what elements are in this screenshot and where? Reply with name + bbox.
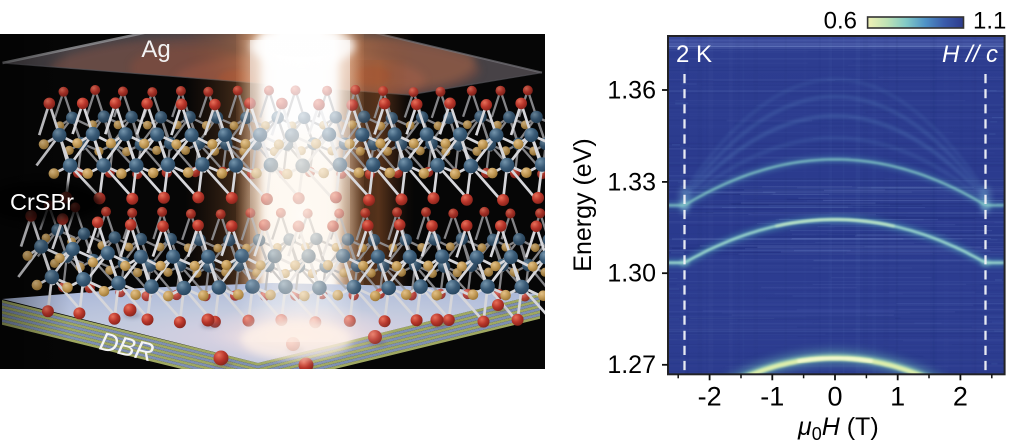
- svg-text:Ag: Ag: [141, 36, 170, 63]
- svg-text:-1: -1: [760, 381, 784, 411]
- svg-text:Energy (eV): Energy (eV): [569, 138, 597, 271]
- svg-text:1: 1: [890, 381, 905, 411]
- svg-text:1.1: 1.1: [973, 8, 1006, 35]
- svg-text:1.30: 1.30: [607, 260, 656, 288]
- svg-text:1.27: 1.27: [607, 351, 656, 379]
- svg-text:-2: -2: [698, 381, 722, 411]
- svg-text:μ0H (T): μ0H (T): [797, 413, 879, 444]
- svg-text:1.33: 1.33: [607, 168, 656, 196]
- svg-text:0.6: 0.6: [824, 8, 857, 35]
- svg-text:CrSBr: CrSBr: [10, 189, 74, 215]
- svg-text:0: 0: [827, 381, 842, 411]
- svg-text:2: 2: [953, 381, 968, 411]
- svg-text:H // c: H // c: [942, 41, 998, 68]
- svg-text:2 K: 2 K: [676, 41, 712, 68]
- svg-text:1.36: 1.36: [607, 76, 656, 104]
